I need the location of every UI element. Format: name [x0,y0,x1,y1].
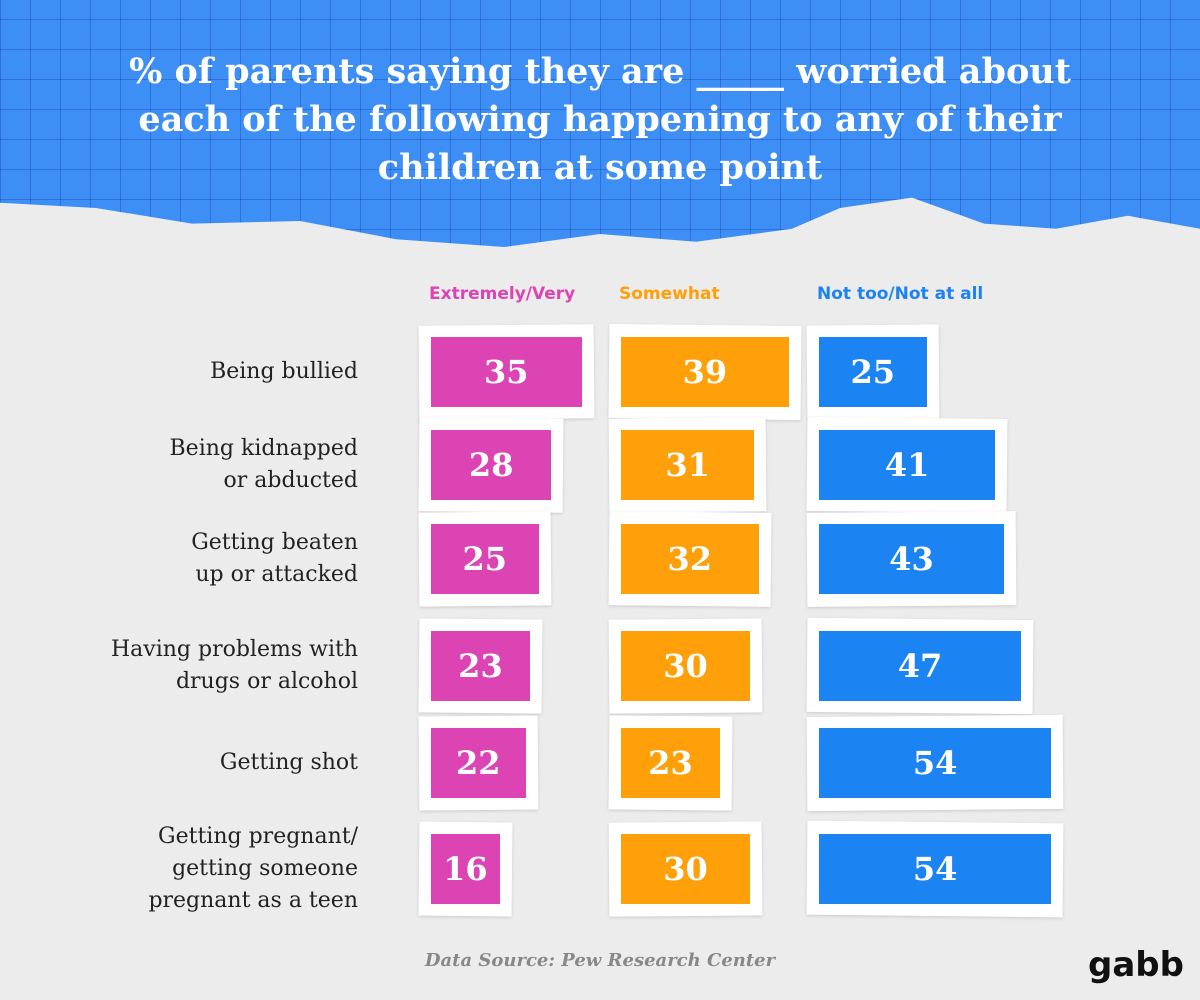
legend-entry: Somewhat [619,284,720,304]
category-label: Getting beaten up or attacked [191,530,358,587]
bar: 22 [431,728,526,798]
bar: 23 [621,728,720,798]
category-label: Being bullied [210,359,358,384]
legend-entry: Extremely/Very [429,284,576,304]
source-note: Data Source: Pew Research Center [424,950,776,971]
bar: 39 [621,337,789,407]
bar: 54 [819,728,1052,798]
logo: gabb [1088,945,1184,985]
bar: 25 [431,524,539,594]
bar: 41 [819,430,996,500]
legend-entry: Not too/Not at all [817,284,984,304]
bar: 32 [621,524,759,594]
bar: 28 [431,430,552,500]
bar: 54 [819,834,1052,904]
bar: 30 [621,834,750,904]
chart-title: % of parents saying they are _____ worri… [129,51,1071,188]
bar: 23 [431,631,530,701]
bar: 47 [819,631,1022,701]
bar: 35 [431,337,582,407]
bar: 25 [819,337,927,407]
bar: 16 [431,834,500,904]
category-label: Getting pregnant/ getting someone pregna… [148,824,358,913]
header-background [0,0,1200,247]
bar: 31 [621,430,755,500]
category-label: Getting shot [219,750,358,775]
category-label: Having problems with drugs or alcohol [110,637,358,694]
bar: 30 [621,631,750,701]
bar: 43 [819,524,1004,594]
category-label: Being kidnapped or abducted [169,436,358,493]
